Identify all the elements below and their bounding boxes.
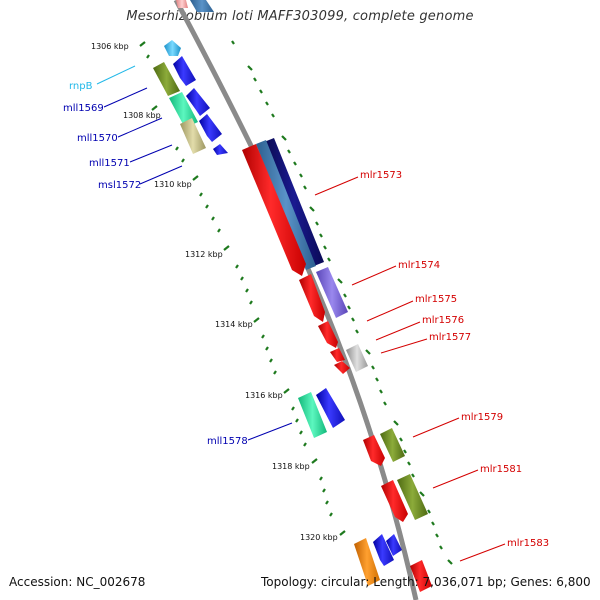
leader-mlr1573 bbox=[314, 176, 359, 196]
leader-mlr1576 bbox=[375, 321, 421, 341]
genome-summary: Topology: circular; Length: 7,036,071 bp… bbox=[261, 575, 591, 589]
feature-orange-1 bbox=[354, 538, 380, 586]
feature-steel-1 bbox=[256, 140, 316, 270]
label-mll1570: mll1570 bbox=[77, 133, 118, 144]
feature-purple-1 bbox=[316, 267, 348, 318]
leader-mlr1577 bbox=[380, 338, 428, 354]
feature-khaki-1 bbox=[180, 118, 206, 154]
leader-mll1571 bbox=[129, 144, 173, 163]
gene-mlr1581[interactable] bbox=[381, 480, 408, 522]
gene-msl1572[interactable] bbox=[213, 144, 228, 155]
label-mlr1574: mlr1574 bbox=[398, 260, 440, 271]
gene-blue-lower-a bbox=[373, 534, 394, 566]
label-mlr1577: mlr1577 bbox=[429, 332, 471, 343]
label-mll1571: mll1571 bbox=[89, 158, 130, 169]
gene-mll1578[interactable] bbox=[316, 388, 345, 428]
label-mlr1581: mlr1581 bbox=[480, 464, 522, 475]
leader-msl1572 bbox=[139, 165, 183, 185]
feature-grey-1 bbox=[346, 344, 368, 372]
feature-top-pink bbox=[176, 0, 188, 8]
label-mll1569: mll1569 bbox=[63, 103, 104, 114]
ruler-label-1308: 1308 kbp bbox=[123, 111, 161, 120]
feature-olive-1 bbox=[153, 62, 180, 96]
gene-mll1569[interactable] bbox=[173, 56, 196, 86]
feature-olive-2 bbox=[380, 428, 405, 462]
ruler-label-1320: 1320 kbp bbox=[300, 533, 338, 542]
gene-mlr1577[interactable] bbox=[334, 361, 350, 374]
gene-mlr1583[interactable] bbox=[410, 560, 432, 592]
ruler-label-1312: 1312 kbp bbox=[185, 250, 223, 259]
ruler-label-1306: 1306 kbp bbox=[91, 42, 129, 51]
ruler-label-1310: 1310 kbp bbox=[154, 180, 192, 189]
label-mlr1575: mlr1575 bbox=[415, 294, 457, 305]
feature-mint-2 bbox=[298, 392, 327, 438]
label-rnpB: rnpB bbox=[69, 81, 93, 92]
ruler-outer bbox=[231, 40, 453, 565]
ruler-label-1318: 1318 kbp bbox=[272, 462, 310, 471]
leader-mlr1574 bbox=[351, 265, 397, 286]
label-mlr1583: mlr1583 bbox=[507, 538, 549, 549]
label-msl1572: msl1572 bbox=[98, 180, 141, 191]
gene-mll1571[interactable] bbox=[199, 114, 222, 142]
leader-mlr1575 bbox=[366, 300, 414, 322]
gene-mlr1576[interactable] bbox=[330, 348, 345, 362]
leader-mlr1581 bbox=[432, 469, 479, 489]
accession-text: Accession: NC_002678 bbox=[9, 575, 146, 589]
gene-mlr1575[interactable] bbox=[318, 321, 338, 348]
ruler-label-1316: 1316 kbp bbox=[245, 391, 283, 400]
feature-navy-1 bbox=[264, 138, 324, 266]
label-mll1578: mll1578 bbox=[207, 436, 248, 447]
leader-mll1570 bbox=[117, 117, 163, 138]
feature-top-steel bbox=[190, 0, 214, 12]
leader-mlr1583 bbox=[459, 543, 506, 562]
genome-backbone bbox=[173, 0, 419, 600]
ruler-inner bbox=[139, 41, 346, 536]
gene-mlr1579[interactable] bbox=[363, 435, 385, 466]
label-mlr1573: mlr1573 bbox=[360, 170, 402, 181]
leader-mll1569 bbox=[103, 87, 148, 108]
leader-mll1578 bbox=[247, 422, 293, 441]
map-title: Mesorhizobium loti MAFF303099, complete … bbox=[126, 9, 474, 24]
gene-mlr1574[interactable] bbox=[299, 274, 325, 322]
gene-mlr1573[interactable] bbox=[242, 144, 306, 276]
gene-blue-lower-b bbox=[386, 534, 402, 556]
gene-rnpB[interactable] bbox=[164, 40, 181, 56]
leader-mlr1579 bbox=[412, 417, 460, 438]
label-mlr1576: mlr1576 bbox=[422, 315, 464, 326]
feature-olive-3 bbox=[397, 474, 428, 520]
label-mlr1579: mlr1579 bbox=[461, 412, 503, 423]
gene-mll1570[interactable] bbox=[186, 88, 210, 116]
leader-rnpB bbox=[96, 65, 136, 85]
ruler-label-1314: 1314 kbp bbox=[215, 320, 253, 329]
